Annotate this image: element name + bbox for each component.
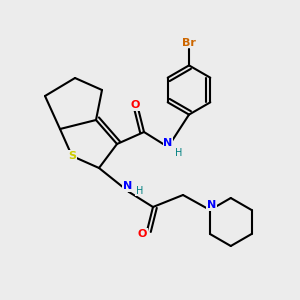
Text: H: H (136, 185, 143, 196)
Text: N: N (207, 200, 216, 211)
Text: H: H (175, 148, 182, 158)
Text: Br: Br (182, 38, 196, 48)
Text: O: O (130, 100, 140, 110)
Text: N: N (123, 181, 132, 191)
Text: S: S (68, 151, 76, 161)
Text: O: O (138, 229, 147, 239)
Text: N: N (164, 137, 172, 148)
